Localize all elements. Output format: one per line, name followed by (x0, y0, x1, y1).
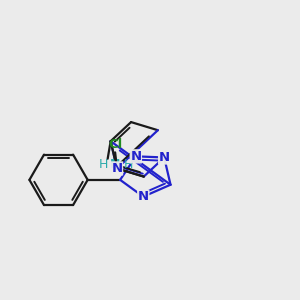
Text: N: N (110, 158, 120, 171)
Text: N: N (130, 150, 141, 163)
Text: N: N (111, 162, 123, 175)
Text: N: N (138, 190, 149, 203)
Text: H: H (98, 158, 108, 171)
Text: N: N (159, 151, 170, 164)
Text: H: H (123, 158, 133, 171)
Text: Cl: Cl (108, 138, 122, 151)
